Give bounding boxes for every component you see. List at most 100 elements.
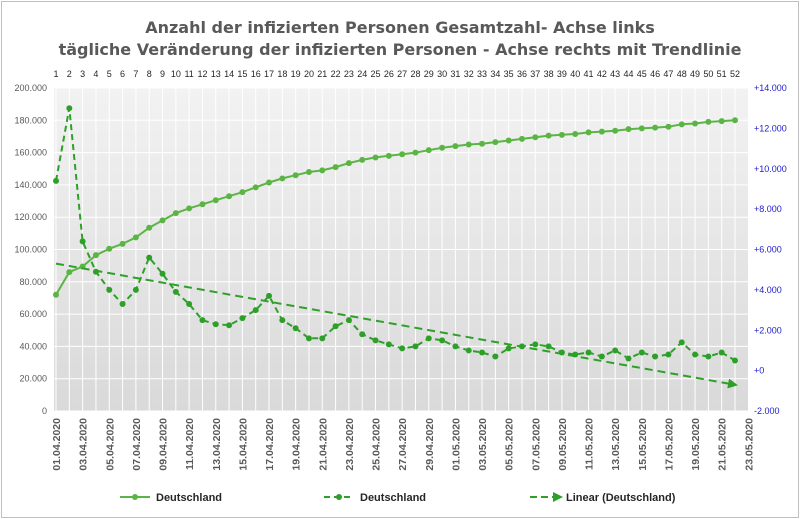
y-left-tick-label: 100.000 xyxy=(14,245,47,255)
y-left-tick-label: 200.000 xyxy=(14,83,47,93)
data-point xyxy=(399,151,406,158)
data-point xyxy=(665,123,672,130)
x-top-tick-label: 30 xyxy=(437,69,447,79)
x-top-tick-label: 46 xyxy=(650,69,660,79)
x-top-tick-label: 10 xyxy=(171,69,181,79)
x-top-tick-label: 32 xyxy=(464,69,474,79)
data-point xyxy=(678,339,685,346)
x-bottom-tick-label: 13.05.2020 xyxy=(610,418,622,471)
data-point xyxy=(159,270,166,277)
data-point xyxy=(66,269,73,276)
data-point xyxy=(159,217,166,224)
y-left-tick-label: 60.000 xyxy=(19,309,47,319)
x-top-tick-label: 24 xyxy=(357,69,367,79)
y-right-tick-label: +0 xyxy=(754,366,764,376)
y-axis-right: -2.000 +0 +2.000 +4.000 +6.000 +8.000 +10.000 +… xyxy=(754,83,787,416)
x-bottom-tick-label: 03.05.2020 xyxy=(477,418,489,471)
y-right-tick-label: +14.000 xyxy=(754,83,787,93)
x-top-tick-label: 5 xyxy=(107,69,112,79)
x-top-tick-label: 50 xyxy=(703,69,713,79)
legend-label: Deutschland xyxy=(360,492,426,504)
data-point xyxy=(558,131,565,138)
legend-label: Linear (Deutschland) xyxy=(566,492,676,504)
data-point xyxy=(625,355,632,362)
x-top-tick-label: 6 xyxy=(120,69,125,79)
y-left-tick-label: 40.000 xyxy=(19,341,47,351)
data-point xyxy=(492,353,499,360)
data-point xyxy=(732,117,738,124)
legend-label: Deutschland xyxy=(156,492,222,504)
data-point xyxy=(92,252,99,259)
data-point xyxy=(732,357,738,364)
data-point xyxy=(598,128,605,135)
y-right-tick-label: +6.000 xyxy=(754,245,782,255)
x-top-tick-label: 36 xyxy=(517,69,527,79)
data-point xyxy=(332,164,339,171)
x-top-tick-label: 48 xyxy=(677,69,687,79)
x-top-tick-label: 23 xyxy=(344,69,354,79)
data-point xyxy=(452,343,459,350)
chart-title-line-2: tägliche Veränderung der infizierten Per… xyxy=(59,40,742,59)
x-top-tick-label: 26 xyxy=(384,69,394,79)
data-point xyxy=(425,147,432,154)
y-right-tick-label: +2.000 xyxy=(754,325,782,335)
data-point xyxy=(66,105,73,112)
data-point xyxy=(692,120,699,127)
x-bottom-tick-label: 07.05.2020 xyxy=(530,418,542,471)
data-point xyxy=(385,341,392,348)
x-bottom-tick-label: 23.05.2020 xyxy=(743,418,755,471)
x-top-tick-label: 16 xyxy=(251,69,261,79)
x-bottom-tick-label: 29.04.2020 xyxy=(424,418,436,471)
x-axis-top: 1 2 3 4 5 6 7 8 9 10 11 12 13 14 15 16 17 18 19 20 21 22 23 24 2… xyxy=(53,69,740,79)
y-left-tick-label: 80.000 xyxy=(19,277,47,287)
x-top-tick-label: 28 xyxy=(410,69,420,79)
data-point xyxy=(186,301,193,308)
data-point xyxy=(399,345,406,352)
data-point xyxy=(345,317,352,324)
y-left-tick-label: 180.000 xyxy=(14,115,47,125)
data-point xyxy=(319,335,326,342)
x-top-tick-label: 47 xyxy=(663,69,673,79)
data-point xyxy=(226,193,233,200)
data-point xyxy=(332,323,339,330)
x-top-tick-label: 22 xyxy=(331,69,341,79)
data-point xyxy=(372,337,379,344)
x-top-tick-label: 40 xyxy=(570,69,580,79)
data-point xyxy=(385,152,392,159)
data-point xyxy=(625,126,632,133)
data-point xyxy=(53,177,59,184)
data-point xyxy=(505,137,512,144)
x-top-tick-label: 21 xyxy=(317,69,327,79)
x-bottom-tick-label: 25.04.2020 xyxy=(371,418,383,471)
data-point xyxy=(585,349,592,356)
data-point xyxy=(718,349,725,356)
x-top-tick-label: 17 xyxy=(264,69,274,79)
data-point xyxy=(439,144,446,151)
x-top-tick-label: 42 xyxy=(597,69,607,79)
x-top-tick-label: 14 xyxy=(224,69,234,79)
y-axis-left: 0 20.000 40.000 60.000 80.000 100.000 120.000 1… xyxy=(14,83,47,416)
x-top-tick-label: 43 xyxy=(610,69,620,79)
x-top-tick-label: 18 xyxy=(277,69,287,79)
chart-title-line-1: Anzahl der infizierten Personen Gesamtza… xyxy=(145,18,655,37)
y-right-tick-label: +8.000 xyxy=(754,204,782,214)
data-point xyxy=(359,331,366,338)
x-top-tick-label: 12 xyxy=(197,69,207,79)
data-point xyxy=(146,254,153,261)
data-point xyxy=(172,210,179,217)
data-point xyxy=(718,118,725,125)
data-point xyxy=(305,168,312,175)
legend-marker xyxy=(132,494,138,500)
x-top-tick-label: 41 xyxy=(584,69,594,79)
x-bottom-tick-label: 15.04.2020 xyxy=(237,418,249,471)
x-top-tick-label: 29 xyxy=(424,69,434,79)
data-point xyxy=(119,240,126,247)
data-point xyxy=(345,160,352,167)
x-top-tick-label: 37 xyxy=(530,69,540,79)
x-top-tick-label: 35 xyxy=(504,69,514,79)
series-2 xyxy=(55,262,738,389)
data-point xyxy=(239,189,246,196)
x-top-tick-label: 2 xyxy=(67,69,72,79)
x-bottom-tick-label: 17.04.2020 xyxy=(264,418,276,471)
